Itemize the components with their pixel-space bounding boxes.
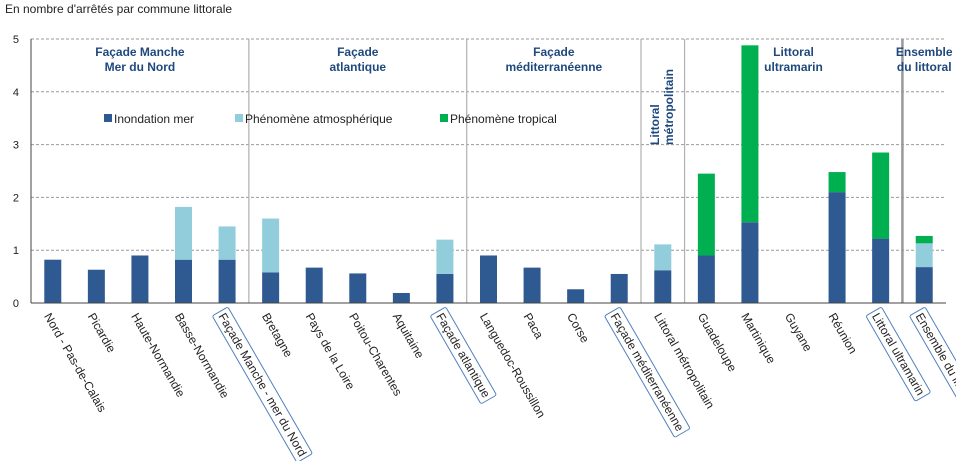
bar-segment [654, 244, 672, 271]
x-tick-label: Martinique [738, 311, 778, 367]
legend-swatch [440, 114, 448, 122]
legend-label: Inondation mer [114, 112, 194, 126]
grid-layer [31, 38, 946, 251]
group-label-line: ultramarin [764, 60, 823, 74]
x-tick-label-box [212, 307, 313, 461]
bar-segment [915, 267, 933, 303]
bar-segment [87, 269, 105, 303]
bar-segment [741, 45, 759, 223]
bar-segment [480, 255, 497, 303]
bar-segment [697, 255, 715, 303]
x-tick-text: Aquitaine [390, 311, 427, 362]
x-tick-text: Guadeloupe [695, 311, 740, 375]
group-label-line: Littoral [648, 104, 662, 145]
group-label-line: du littoral [897, 60, 952, 74]
legend-swatch [235, 114, 243, 122]
x-tick-text: Paca [520, 311, 546, 342]
x-tick-label-box [909, 307, 956, 413]
bar-segment [523, 267, 541, 303]
x-tick-label-box [866, 307, 931, 402]
bar-segment [175, 206, 192, 260]
y-tick-label: 1 [13, 245, 19, 257]
bar-segment [44, 259, 62, 303]
y-tick-label: 2 [13, 192, 19, 204]
x-tick-text: Réunion [825, 311, 859, 357]
bar-segment [610, 273, 628, 303]
bar-segment [741, 222, 759, 303]
bar-segment [436, 239, 454, 274]
y-tick-label: 0 [13, 298, 19, 310]
group-label-line: Façade [533, 45, 575, 59]
bar-segment [218, 259, 236, 303]
bar-segment [131, 255, 149, 303]
x-tick-text: Picardie [85, 311, 119, 356]
legend-swatch [104, 114, 112, 122]
bar-segment [349, 273, 367, 303]
bar-segment [697, 173, 715, 256]
y-tick-label: 3 [13, 140, 19, 152]
x-tick-text: Corse [564, 311, 592, 346]
legend-label: Phénomène tropical [450, 112, 557, 126]
bars-layer [44, 45, 933, 303]
bar-segment [262, 218, 280, 273]
x-tick-text: Façade Manche - mer du Nord [215, 311, 309, 460]
bar-segment [872, 152, 890, 239]
bar-segment [436, 273, 454, 303]
x-tick-label: Guadeloupe [695, 311, 740, 375]
bar-segment [915, 235, 933, 244]
x-tick-text: Guyane [782, 311, 815, 355]
x-tick-label-box [604, 307, 690, 438]
group-label-line: métropolitain [662, 69, 676, 145]
group-label-line: Littoral [773, 45, 814, 59]
axes-layer: 0 1 2 3 4 5 [13, 34, 946, 310]
group-separators [248, 39, 904, 303]
group-label: Littoral métropolitain [648, 69, 676, 145]
group-label-line: Façade [337, 45, 379, 59]
y-axis-title: En nombre d'arrêtés par commune littoral… [5, 2, 233, 16]
bar-segment [567, 289, 585, 303]
bar-segment [828, 192, 846, 303]
bar-segment [828, 172, 846, 193]
x-tick-label: Bretagne [259, 311, 296, 360]
x-tick-label-box [430, 307, 497, 404]
legend-label: Phénomène atmosphérique [245, 112, 393, 126]
y-tick-label: 5 [13, 34, 19, 46]
bar-segment [654, 270, 672, 303]
group-label-line: méditerranéenne [506, 60, 603, 74]
x-tick-label: Guyane [782, 311, 815, 355]
group-label-line: atlantique [329, 60, 386, 74]
group-label-line: Façade Manche [95, 45, 185, 59]
x-tick-label: Réunion [825, 311, 859, 357]
bar-segment [218, 226, 236, 260]
legend: Inondation mer Phénomène atmosphérique Phé… [104, 112, 557, 126]
bar-segment [305, 267, 323, 303]
group-label-line: Ensemble [896, 45, 953, 59]
bar-segment [915, 243, 933, 268]
x-tick-label: Aquitaine [390, 311, 427, 362]
bar-segment [872, 238, 890, 303]
x-tick-label: Corse [564, 311, 592, 346]
group-label-line: Mer du Nord [105, 60, 176, 74]
x-tick-text: Bretagne [259, 311, 296, 360]
bar-segment [392, 292, 410, 303]
x-tick-label: Picardie [85, 311, 119, 356]
y-tick-label: 4 [13, 87, 19, 99]
x-tick-label: Paca [520, 311, 546, 342]
bar-segment [175, 259, 192, 303]
x-tick-text: Martinique [738, 311, 778, 367]
x-tick-label: Façade méditerranéenne [604, 307, 690, 438]
bar-segment [262, 272, 280, 303]
